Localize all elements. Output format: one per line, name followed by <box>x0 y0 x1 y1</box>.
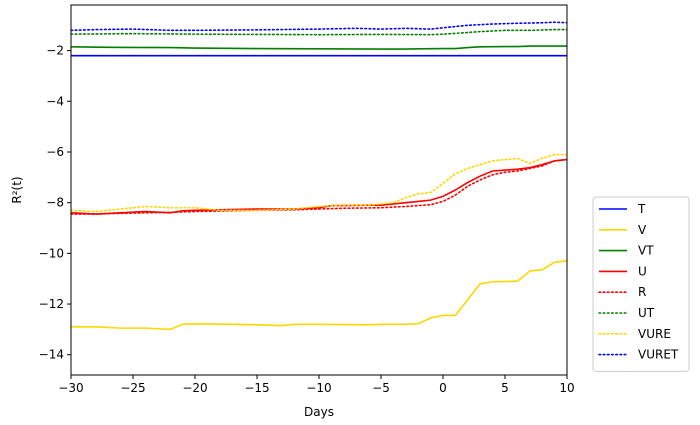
series-line-u <box>71 158 567 215</box>
x-tick-label: −5 <box>372 381 390 395</box>
x-tick-label: −20 <box>182 381 207 395</box>
series-line-vuret <box>71 21 567 32</box>
y-tick-label: −8 <box>46 196 64 210</box>
x-tick-label: 5 <box>501 381 509 395</box>
y-tick-label: −6 <box>46 145 64 159</box>
series-line-vt <box>71 45 567 50</box>
legend-label: U <box>638 264 647 278</box>
legend-label: VT <box>638 244 654 258</box>
legend-label: T <box>637 202 646 216</box>
plot-area <box>71 5 567 375</box>
y-tick-label: −4 <box>46 94 64 108</box>
y-tick-label: −14 <box>39 348 64 362</box>
series-lines <box>71 21 567 331</box>
series-line-vure <box>71 153 567 213</box>
plot-background <box>71 5 567 375</box>
legend-label: VURET <box>638 348 679 362</box>
legend-label: V <box>638 223 647 237</box>
x-tick-label: −30 <box>58 381 83 395</box>
legend-box <box>592 196 690 372</box>
x-axis-label: Days <box>304 405 334 419</box>
legend-label: R <box>638 285 646 299</box>
x-tick-label: 10 <box>559 381 574 395</box>
legend-label: VURE <box>638 327 671 341</box>
series-line-ut <box>71 28 567 36</box>
legend-label: UT <box>638 306 655 320</box>
y-tick-label: −2 <box>46 44 64 58</box>
y-axis-label: R²(t) <box>10 176 24 203</box>
legend: TV VT UR UT VURE VURET <box>592 196 690 372</box>
x-tick-label: −25 <box>120 381 145 395</box>
series-line-v <box>71 260 567 331</box>
x-tick-label: −10 <box>306 381 331 395</box>
x-axis-ticks: −30 −25 −20 −15 −10 −5 0 5 10 <box>58 375 575 395</box>
y-tick-label: −10 <box>39 246 64 260</box>
y-tick-label: −12 <box>39 297 64 311</box>
x-tick-label: −15 <box>244 381 269 395</box>
x-tick-label: 0 <box>439 381 447 395</box>
y-axis-ticks: −14 −12 −10 −8 −6 −4 −2 <box>39 44 71 362</box>
